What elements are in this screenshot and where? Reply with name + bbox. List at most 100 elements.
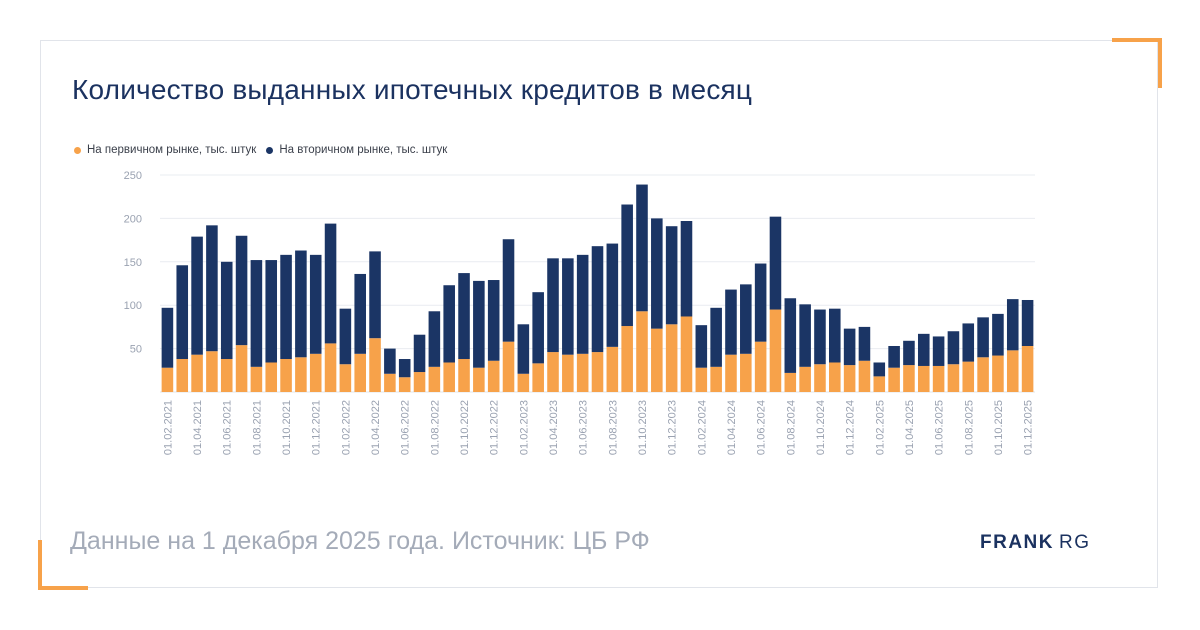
bar-secondary bbox=[532, 292, 544, 364]
x-tick-label: 01.10.2022 bbox=[459, 400, 471, 455]
x-tick-label: 01.08.2024 bbox=[785, 400, 797, 455]
bar-primary bbox=[562, 354, 574, 392]
bar-secondary bbox=[354, 273, 366, 354]
x-tick-label: 01.02.2025 bbox=[874, 400, 886, 455]
bar-primary bbox=[725, 354, 737, 392]
bar-secondary bbox=[339, 308, 352, 365]
bar-primary bbox=[680, 316, 693, 392]
x-tick-label: 01.06.2021 bbox=[222, 400, 234, 455]
bar-primary bbox=[754, 341, 767, 392]
bar-secondary bbox=[606, 243, 619, 347]
bar-primary bbox=[814, 364, 826, 392]
bar-primary bbox=[695, 367, 708, 392]
bar-secondary bbox=[295, 250, 307, 358]
bar-secondary bbox=[265, 260, 278, 363]
bar-primary bbox=[369, 338, 381, 392]
x-tick-label: 01.08.2022 bbox=[429, 400, 441, 455]
bar-primary bbox=[843, 365, 856, 392]
bar-secondary bbox=[814, 309, 826, 365]
bar-secondary bbox=[324, 223, 337, 344]
chart-title: Количество выданных ипотечных кредитов в… bbox=[72, 74, 753, 105]
bar-primary bbox=[576, 353, 589, 392]
bar-secondary bbox=[992, 313, 1004, 356]
legend-item-primary: На первичном рынке, тыс. штук bbox=[74, 144, 256, 156]
bar-secondary bbox=[725, 289, 737, 355]
legend-item-secondary: На вторичном рынке, тыс. штук bbox=[266, 144, 447, 156]
bar-secondary bbox=[903, 340, 915, 366]
bar-primary bbox=[977, 357, 989, 392]
bar-primary bbox=[235, 345, 248, 392]
x-tick-label: 01.06.2022 bbox=[400, 400, 412, 455]
bar-primary bbox=[487, 360, 500, 392]
bar-secondary bbox=[576, 254, 589, 354]
bar-secondary bbox=[695, 325, 708, 368]
brand-logo: FRANK RG bbox=[980, 532, 1091, 554]
bar-primary bbox=[280, 359, 292, 392]
bar-secondary bbox=[1021, 299, 1034, 346]
bar-secondary bbox=[947, 331, 960, 365]
bar-primary bbox=[829, 362, 841, 392]
corner-accent-top-right-vertical bbox=[1158, 38, 1162, 88]
y-tick-label: 50 bbox=[130, 344, 142, 356]
x-tick-label: 01.12.2025 bbox=[1023, 400, 1035, 455]
bar-secondary bbox=[754, 263, 767, 342]
bar-secondary bbox=[680, 221, 693, 317]
bar-primary bbox=[354, 353, 366, 392]
bar-primary bbox=[309, 353, 322, 392]
bar-primary bbox=[428, 366, 441, 392]
bar-secondary bbox=[562, 258, 574, 355]
bar-primary bbox=[324, 343, 337, 392]
bar-secondary bbox=[280, 254, 292, 360]
bar-secondary bbox=[665, 226, 678, 325]
bar-primary bbox=[651, 328, 663, 392]
bar-secondary bbox=[220, 261, 233, 360]
bar-primary bbox=[740, 353, 752, 392]
x-tick-label: 01.04.2024 bbox=[726, 400, 738, 455]
bar-primary bbox=[398, 377, 411, 392]
bar-secondary bbox=[784, 298, 797, 373]
bar-primary bbox=[502, 341, 515, 392]
x-tick-label: 01.04.2023 bbox=[548, 400, 560, 455]
bar-primary bbox=[799, 366, 811, 392]
bar-secondary bbox=[176, 265, 189, 360]
bar-secondary bbox=[413, 334, 426, 373]
x-tick-label: 01.06.2025 bbox=[934, 400, 946, 455]
x-tick-label: 01.12.2021 bbox=[311, 400, 323, 455]
bar-secondary bbox=[932, 336, 945, 366]
bar-primary bbox=[903, 365, 915, 392]
chart-legend: На первичном рынке, тыс. штук На вторичн… bbox=[74, 144, 457, 156]
bar-primary bbox=[621, 326, 633, 392]
x-tick-label: 01.06.2024 bbox=[756, 400, 768, 455]
bar-secondary bbox=[843, 328, 856, 366]
bar-primary bbox=[962, 361, 975, 392]
bar-secondary bbox=[398, 359, 411, 378]
x-tick-label: 01.08.2023 bbox=[607, 400, 619, 455]
logo-bold-text: FRANK bbox=[980, 532, 1054, 553]
bar-primary bbox=[191, 354, 203, 392]
bar-secondary bbox=[517, 324, 530, 374]
bar-secondary bbox=[651, 218, 663, 329]
x-tick-label: 01.02.2022 bbox=[340, 400, 352, 455]
x-tick-label: 01.04.2021 bbox=[192, 400, 204, 455]
x-tick-label: 01.04.2022 bbox=[370, 400, 382, 455]
bar-secondary bbox=[769, 216, 782, 310]
legend-dot-secondary-icon bbox=[266, 146, 274, 154]
corner-accent-top-right bbox=[1112, 38, 1162, 42]
bar-primary bbox=[932, 365, 945, 392]
x-tick-label: 01.10.2021 bbox=[281, 400, 293, 455]
bar-primary bbox=[992, 355, 1004, 392]
bar-secondary bbox=[888, 345, 900, 368]
bar-primary bbox=[295, 357, 307, 392]
bar-primary bbox=[206, 351, 218, 392]
x-tick-label: 01.08.2021 bbox=[251, 400, 263, 455]
bar-secondary bbox=[873, 362, 886, 377]
bar-primary bbox=[532, 363, 544, 392]
bar-secondary bbox=[962, 323, 975, 362]
bar-primary bbox=[384, 373, 396, 392]
y-tick-label: 250 bbox=[124, 170, 142, 182]
bar-secondary bbox=[487, 280, 500, 361]
bar-primary bbox=[220, 359, 233, 392]
bar-primary bbox=[888, 367, 900, 392]
bar-secondary bbox=[1006, 299, 1019, 351]
